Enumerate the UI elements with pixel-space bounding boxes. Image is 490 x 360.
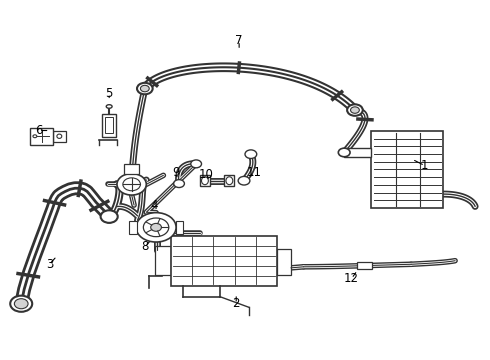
Ellipse shape: [226, 177, 233, 185]
Bar: [53, 131, 66, 142]
Text: 11: 11: [246, 166, 261, 179]
Text: 4: 4: [151, 199, 158, 212]
Text: 6: 6: [35, 124, 43, 137]
Ellipse shape: [338, 148, 350, 157]
Ellipse shape: [173, 180, 184, 188]
Ellipse shape: [33, 135, 37, 138]
Bar: [155, 246, 171, 275]
Text: 3: 3: [46, 258, 53, 271]
Bar: [105, 117, 113, 134]
Text: 2: 2: [232, 297, 240, 310]
Text: 12: 12: [344, 272, 359, 285]
Ellipse shape: [106, 105, 112, 108]
Bar: [357, 262, 372, 269]
Ellipse shape: [350, 107, 359, 113]
Ellipse shape: [201, 177, 208, 185]
Text: 7: 7: [235, 34, 243, 48]
Bar: [129, 221, 137, 234]
Ellipse shape: [191, 160, 201, 168]
Bar: [102, 114, 116, 137]
Bar: [371, 131, 443, 208]
Bar: [30, 128, 53, 145]
Ellipse shape: [136, 213, 176, 242]
Text: 10: 10: [198, 168, 213, 181]
Ellipse shape: [14, 299, 28, 309]
Bar: [124, 163, 140, 174]
Bar: [224, 175, 234, 186]
Ellipse shape: [151, 224, 161, 231]
Ellipse shape: [100, 210, 118, 223]
Ellipse shape: [144, 218, 169, 237]
Bar: [200, 175, 210, 186]
Ellipse shape: [141, 85, 149, 92]
Ellipse shape: [347, 104, 363, 116]
Text: 1: 1: [421, 159, 429, 172]
Ellipse shape: [57, 134, 62, 138]
Bar: [344, 148, 371, 157]
Bar: [277, 249, 291, 275]
Ellipse shape: [10, 296, 32, 312]
Ellipse shape: [117, 174, 147, 195]
Text: 8: 8: [141, 240, 148, 253]
Text: 5: 5: [105, 87, 113, 100]
Ellipse shape: [137, 83, 153, 94]
Bar: [175, 221, 183, 234]
Bar: [171, 235, 277, 286]
Ellipse shape: [123, 178, 141, 191]
Text: 9: 9: [172, 166, 179, 179]
Ellipse shape: [238, 176, 250, 185]
Ellipse shape: [245, 150, 257, 158]
